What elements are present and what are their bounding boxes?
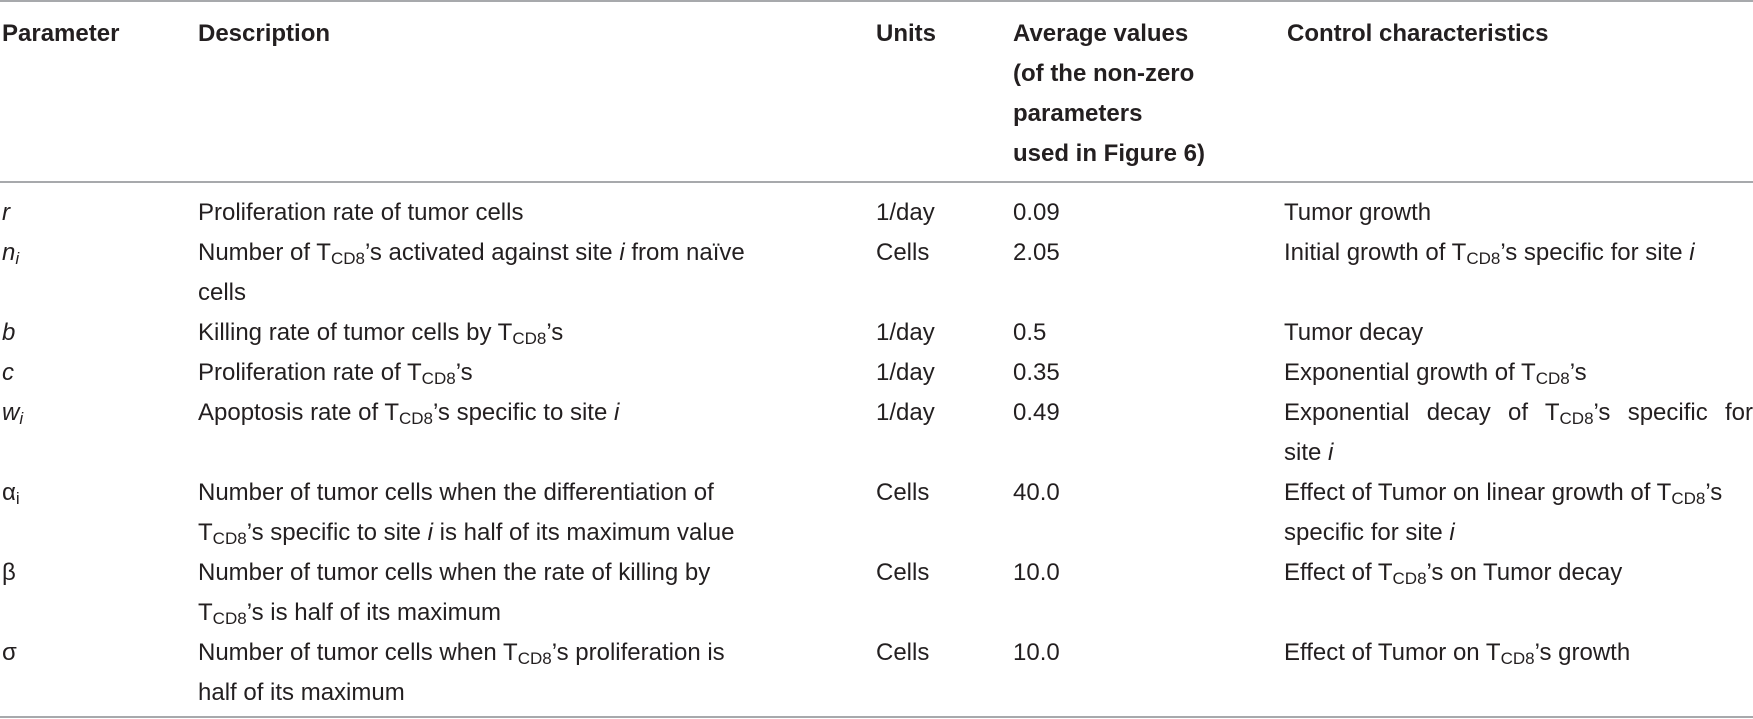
units-cell: 1/day [876, 399, 935, 426]
header-average-line: used in Figure 6) [1013, 140, 1206, 167]
average-value-cell: 10.0 [1013, 559, 1060, 586]
average-value-cell: 0.35 [1013, 359, 1060, 386]
control-cell: Effect of TCD8’s on Tumor decay [1284, 559, 1623, 588]
description-cell: Number of tumor cells when TCD8’s prolif… [198, 639, 725, 706]
parameter-cell: b [2, 319, 16, 346]
units-cell: Cells [876, 239, 930, 266]
control-cell: Exponential growth of TCD8’s [1284, 359, 1587, 388]
average-value-cell: 40.0 [1013, 479, 1060, 506]
header-parameter: Parameter [2, 20, 120, 47]
description-cell: Proliferation rate of tumor cells [198, 199, 524, 226]
description-cell: Number of TCD8’s activated against site … [198, 239, 745, 306]
control-cell: Effect of Tumor on linear growth of TCD8… [1284, 479, 1723, 546]
control-cell: Tumor growth [1284, 199, 1432, 226]
control-cell: Initial growth of TCD8’s specific for si… [1284, 239, 1695, 268]
control-cell: Tumor decay [1284, 319, 1424, 346]
average-value-cell: 0.49 [1013, 399, 1060, 426]
units-cell: Cells [876, 479, 930, 506]
description-cell: Killing rate of tumor cells by TCD8’s [198, 319, 564, 348]
parameter-cell: β [2, 559, 16, 586]
units-cell: 1/day [876, 319, 935, 346]
header-average-line: parameters [1013, 100, 1143, 127]
units-cell: Cells [876, 559, 930, 586]
control-cell: Effect of Tumor on TCD8’s growth [1284, 639, 1631, 668]
header-description: Description [198, 20, 331, 47]
parameter-cell: r [2, 199, 10, 226]
header-average-values: Average values (of the non-zero paramete… [1013, 14, 1205, 174]
units-cell: Cells [876, 639, 930, 666]
description-cell: Number of tumor cells when the different… [198, 479, 735, 548]
description-cell: Number of tumor cells when the rate of k… [198, 559, 711, 628]
header-units: Units [876, 20, 936, 47]
average-value-cell: 2.05 [1013, 239, 1060, 266]
header-average-line: (of the non-zero [1013, 60, 1195, 87]
parameter-cell: wi [2, 399, 24, 428]
header-rule [0, 181, 1753, 183]
header-average-line: Average values [1013, 20, 1189, 47]
control-cell: Exponential decay of TCD8’s specific for [1284, 399, 1753, 428]
average-value-cell: 0.09 [1013, 199, 1060, 226]
parameter-cell: αi [2, 479, 20, 508]
description-cell: Apoptosis rate of TCD8’s specific to sit… [198, 399, 620, 428]
parameter-cell: ni [2, 239, 20, 268]
bottom-rule [0, 716, 1753, 718]
parameter-cell: σ [2, 639, 17, 666]
header-control-characteristics: Control characteristics [1287, 20, 1549, 47]
control-cell-continued: site i [1284, 439, 1334, 466]
description-cell: Proliferation rate of TCD8’s [198, 359, 473, 388]
average-value-cell: 0.5 [1013, 319, 1047, 346]
top-rule [0, 0, 1753, 2]
units-cell: 1/day [876, 199, 935, 226]
units-cell: 1/day [876, 359, 935, 386]
average-value-cell: 10.0 [1013, 639, 1060, 666]
parameter-cell: c [2, 359, 14, 386]
